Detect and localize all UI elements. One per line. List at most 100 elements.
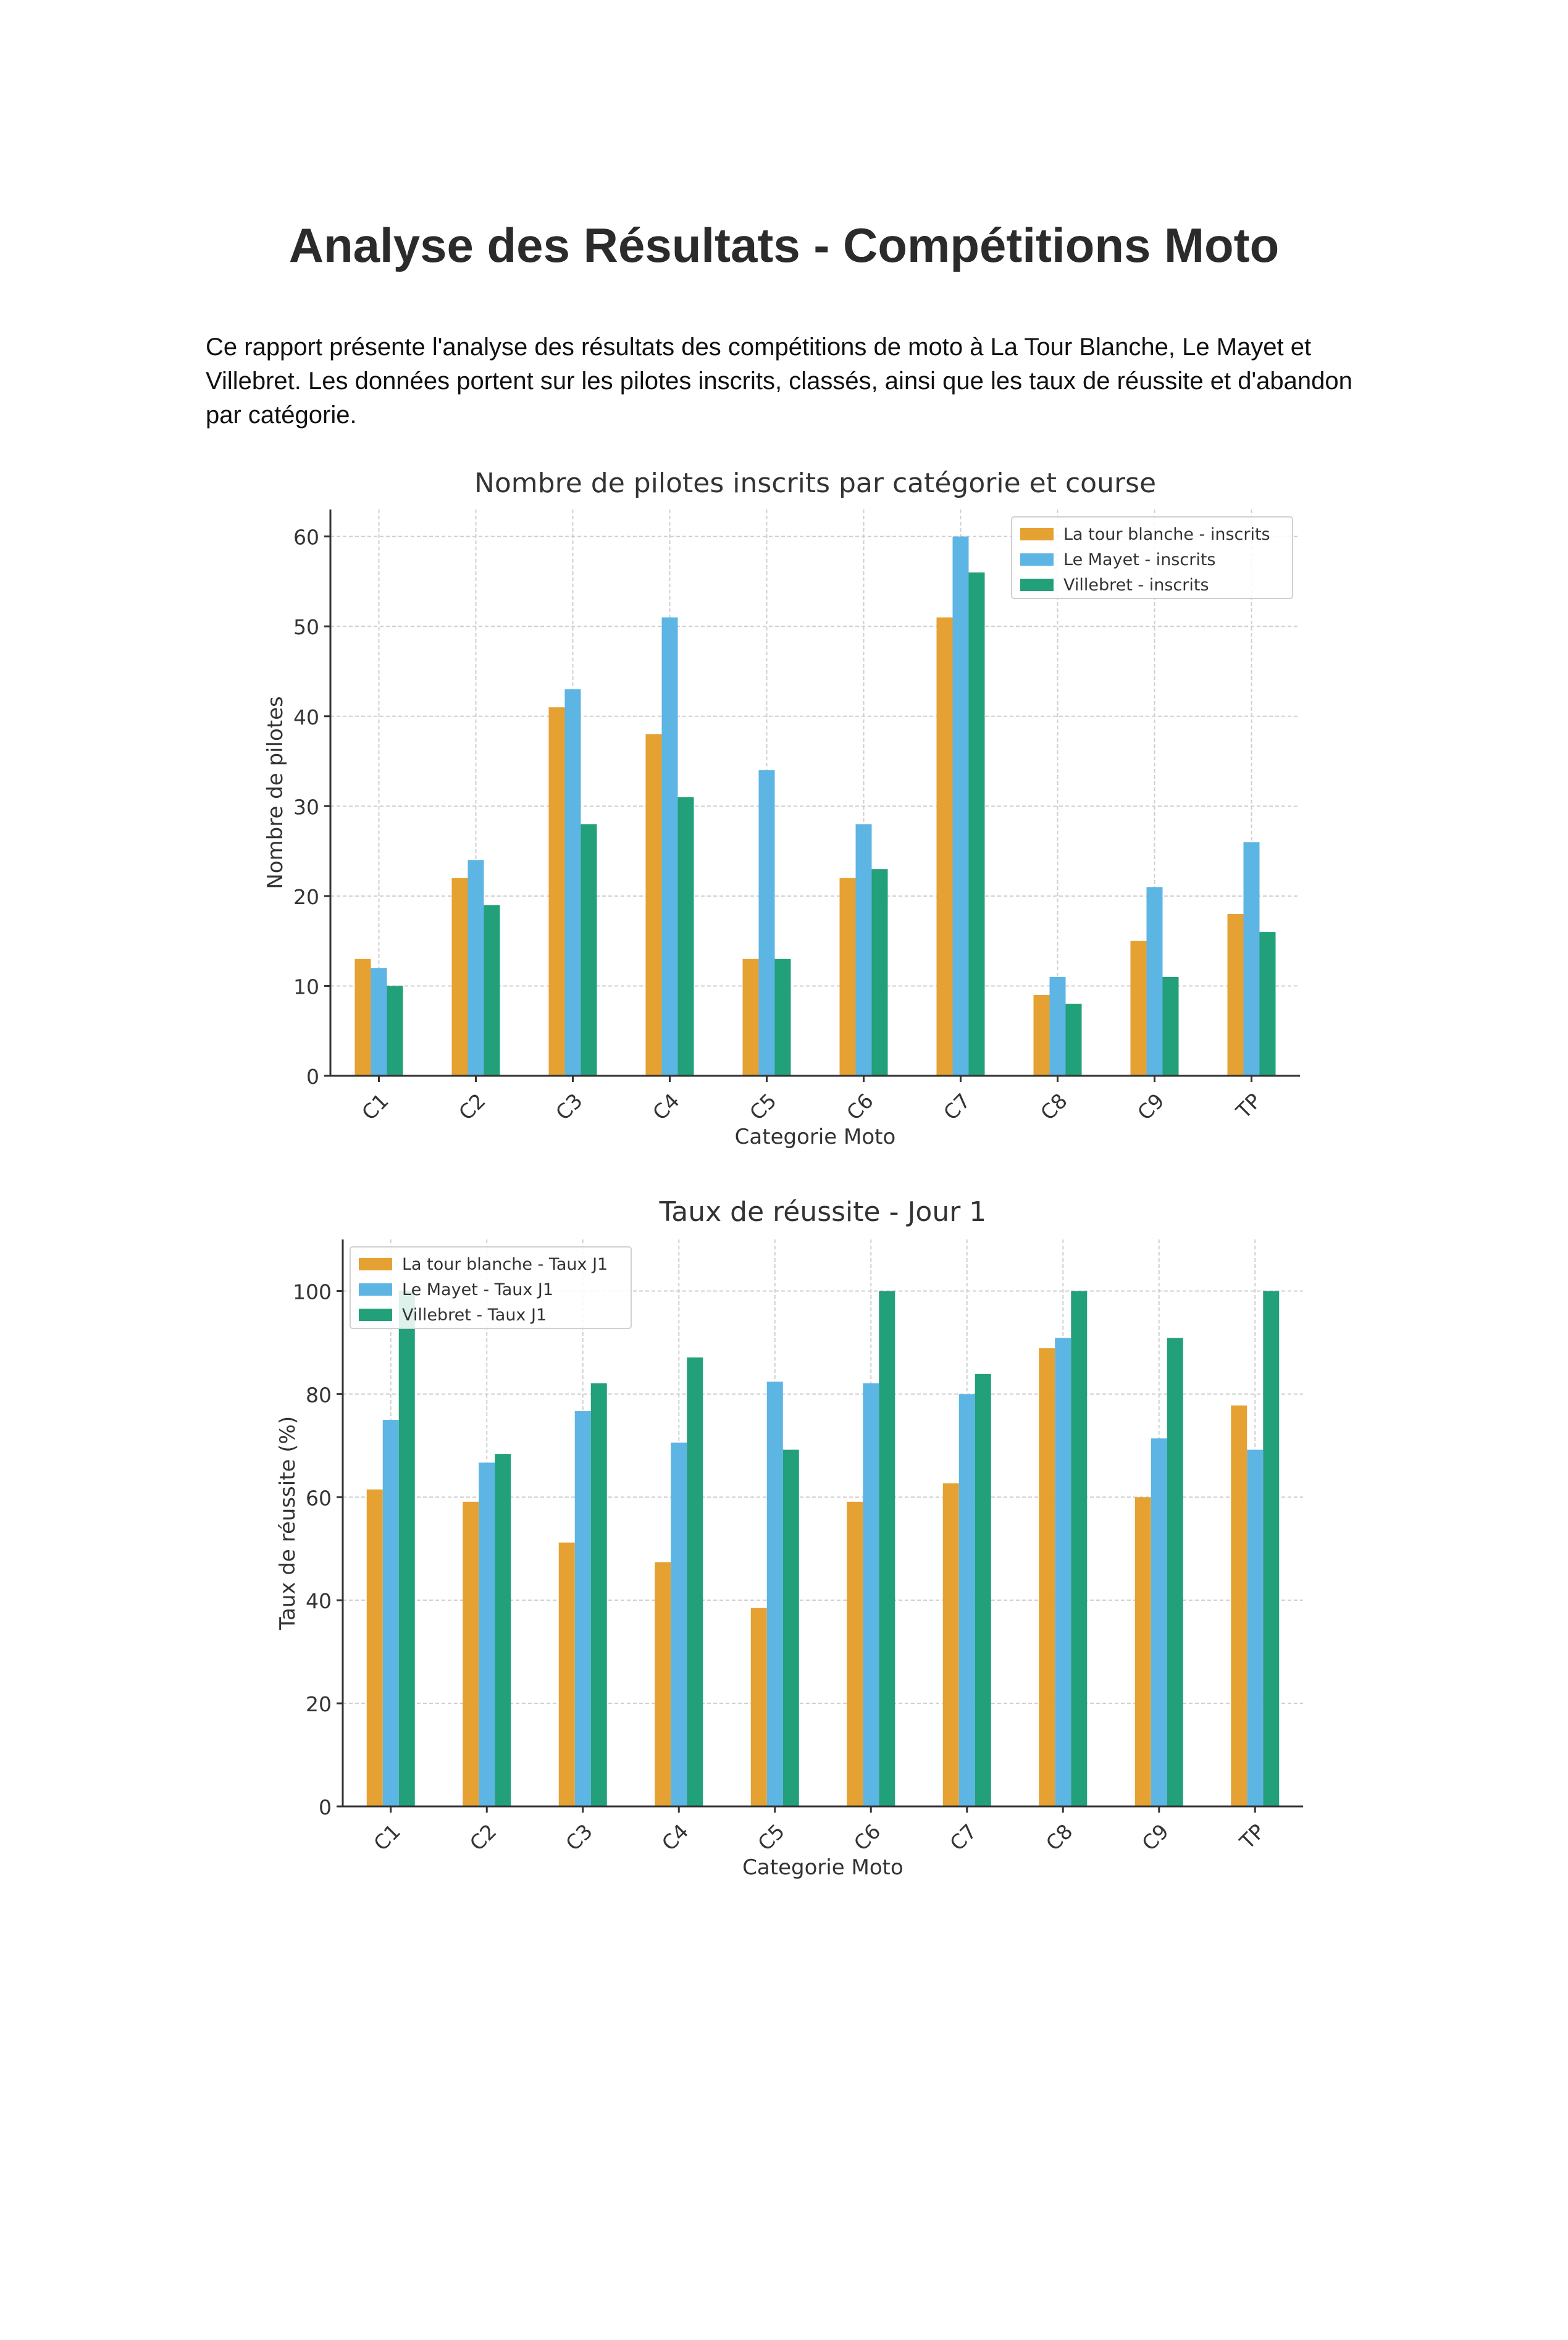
bar-le-mayet-tp: [1247, 1449, 1264, 1806]
bar-le-mayet-c4: [661, 617, 678, 1076]
chart-taux-reussite-j1: Taux de réussite - Jour 1 0 20 40 60 80 100 C1 C…: [275, 1196, 1303, 1880]
x-tick-label: C1: [357, 1089, 393, 1125]
legend-box: [350, 1246, 632, 1329]
bar-la-tour-blanche-c2: [463, 1501, 479, 1806]
bar-villebret-c8: [1071, 1291, 1088, 1806]
bar-le-mayet-c6: [855, 824, 872, 1076]
bar-la-tour-blanche-c1: [354, 958, 371, 1076]
bar-le-mayet-c2: [467, 860, 484, 1076]
x-tick-label: C7: [939, 1089, 975, 1125]
x-tick-label: C2: [454, 1089, 490, 1125]
x-tick-label: C3: [551, 1089, 587, 1125]
y-tick-label: 20: [306, 1692, 332, 1716]
bar-la-tour-blanche-c6: [847, 1501, 863, 1806]
report-intro-paragraph: Ce rapport présente l'analyse des résult…: [206, 333, 1352, 429]
x-tick-label: C8: [1041, 1819, 1078, 1856]
legend-label: Le Mayet - Taux J1: [402, 1280, 553, 1299]
legend: La tour blanche - Taux J1 Le Mayet - Taux…: [350, 1246, 632, 1329]
bar-la-tour-blanche-c7: [942, 1483, 959, 1806]
bar-villebret-c1: [387, 986, 403, 1076]
bar-le-mayet-tp: [1243, 842, 1260, 1076]
y-tick-label: 80: [306, 1383, 332, 1407]
bar-villebret-c2: [484, 905, 500, 1076]
bar-le-mayet-c7: [952, 536, 969, 1076]
bar-villebret-tp: [1263, 1291, 1280, 1806]
bar-villebret-c5: [782, 1449, 799, 1806]
bar-le-mayet-c3: [564, 689, 581, 1076]
bar-le-mayet-c1: [371, 968, 387, 1076]
x-tick-label: C6: [849, 1819, 886, 1856]
bar-la-tour-blanche-tp: [1227, 914, 1244, 1076]
legend-swatch: [359, 1309, 392, 1321]
bar-villebret-c4: [687, 1357, 703, 1806]
bar-le-mayet-c3: [574, 1411, 591, 1806]
bar-le-mayet-c5: [758, 770, 775, 1076]
legend-swatch: [359, 1283, 392, 1296]
legend-swatch: [1020, 579, 1054, 591]
x-tick-label: C6: [842, 1089, 878, 1125]
x-tick-label: TP: [1235, 1819, 1270, 1855]
bar-villebret-c9: [1167, 1338, 1183, 1806]
bar-la-tour-blanche-c4: [655, 1562, 671, 1806]
bar-la-tour-blanche-tp: [1231, 1405, 1247, 1806]
bar-villebret-c6: [871, 869, 888, 1076]
x-tick-label: C4: [648, 1089, 684, 1125]
bar-le-mayet-c8: [1049, 976, 1066, 1076]
bar-villebret-tp: [1259, 932, 1276, 1076]
y-tick-label: 40: [306, 1589, 332, 1613]
y-tick-label: 0: [319, 1795, 332, 1819]
bar-la-tour-blanche-c9: [1134, 1497, 1151, 1806]
bar-villebret-c4: [677, 797, 694, 1076]
bar-la-tour-blanche-c2: [451, 878, 468, 1076]
x-tick-label: C3: [561, 1819, 597, 1856]
chart-inscrits: Nombre de pilotes inscrits par catégorie…: [263, 468, 1300, 1149]
y-axis-label: Nombre de pilotes: [263, 696, 288, 889]
bar-le-mayet-c5: [766, 1382, 783, 1806]
y-tick-label: 100: [293, 1280, 332, 1304]
x-tick-label: C5: [745, 1089, 781, 1125]
legend-swatch: [359, 1258, 392, 1270]
report-title: Analyse des Résultats - Compétitions Mot…: [288, 218, 1280, 272]
bar-la-tour-blanche-c7: [936, 617, 953, 1076]
x-tick-label: C1: [369, 1819, 405, 1856]
bar-villebret-c8: [1065, 1004, 1082, 1076]
bar-la-tour-blanche-c1: [366, 1489, 383, 1806]
chart-title: Taux de réussite - Jour 1: [659, 1196, 987, 1228]
bar-la-tour-blanche-c8: [1033, 995, 1050, 1076]
legend-box: [1011, 516, 1293, 599]
bar-le-mayet-c7: [958, 1394, 975, 1806]
bars: [354, 536, 1276, 1076]
x-tick-label: C5: [753, 1819, 789, 1856]
y-tick-label: 40: [293, 705, 319, 729]
bars: [366, 1291, 1280, 1806]
x-tick-label: TP: [1231, 1089, 1266, 1124]
bar-la-tour-blanche-c3: [548, 707, 565, 1076]
bar-villebret-c5: [774, 958, 791, 1076]
bar-la-tour-blanche-c5: [742, 958, 759, 1076]
bar-le-mayet-c6: [863, 1383, 879, 1806]
bar-le-mayet-c2: [479, 1462, 495, 1806]
y-axis-label: Taux de réussite (%): [275, 1416, 300, 1630]
y-tick-label: 60: [293, 526, 319, 550]
x-tick-label: C9: [1137, 1819, 1173, 1856]
x-tick-label: C7: [945, 1819, 981, 1856]
bar-la-tour-blanche-c8: [1039, 1348, 1055, 1806]
bar-la-tour-blanche-c4: [645, 734, 662, 1076]
bar-villebret-c7: [968, 572, 985, 1076]
bar-le-mayet-c4: [671, 1442, 687, 1806]
bar-villebret-c3: [590, 1383, 607, 1806]
y-tick-label: 0: [306, 1065, 319, 1089]
legend-swatch: [1020, 528, 1054, 540]
legend-label: Villebret - inscrits: [1063, 576, 1209, 595]
y-tick-label: 10: [293, 975, 319, 999]
x-tick-label: C2: [465, 1819, 501, 1856]
bar-la-tour-blanche-c3: [558, 1542, 575, 1806]
bar-la-tour-blanche-c9: [1130, 941, 1147, 1076]
bar-le-mayet-c1: [382, 1420, 399, 1806]
y-tick-label: 50: [293, 615, 319, 639]
bar-villebret-c1: [398, 1291, 415, 1806]
x-axis-label: Categorie Moto: [742, 1855, 903, 1880]
legend: La tour blanche - inscrits Le Mayet - ins…: [1011, 516, 1293, 599]
y-tick-label: 20: [293, 885, 319, 909]
